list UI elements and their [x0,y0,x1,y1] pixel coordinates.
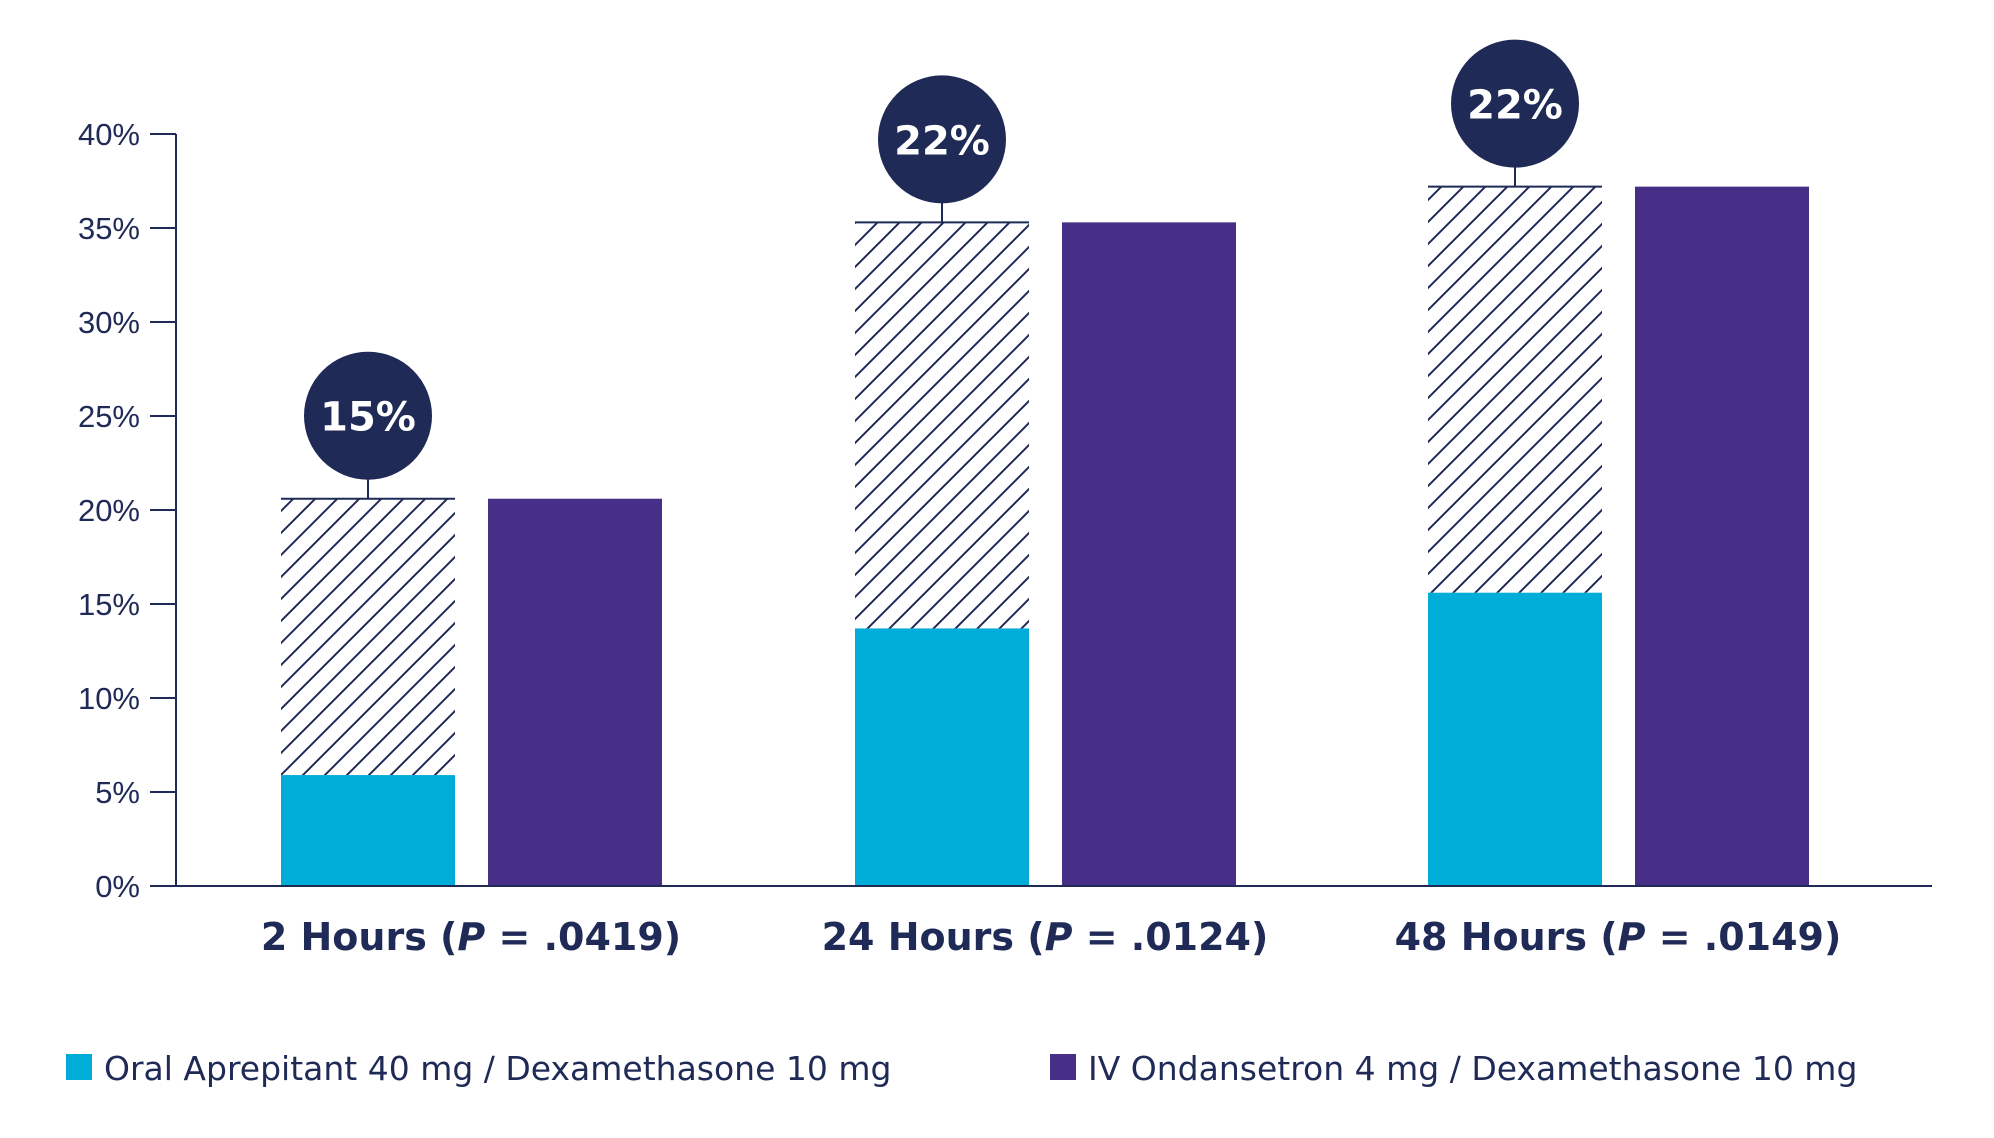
bars: 15% 22% 22% [281,39,1809,887]
bar-iv-ondansetron [488,498,662,886]
difference-label: 22% [894,118,990,164]
x-category-label: 24 Hours (P = .0124) [822,915,1269,959]
legend-label: IV Ondansetron 4 mg / Dexamethasone 10 m… [1088,1049,1857,1088]
bar-iv-ondansetron [1635,186,1809,886]
y-tick-label: 40% [78,117,140,152]
bar-oral-aprepitant [1428,592,1602,886]
bar-iv-ondansetron [1062,222,1236,887]
x-category-label: 2 Hours (P = .0419) [261,915,681,959]
y-tick-label: 5% [95,775,140,810]
difference-bubble [1451,39,1579,168]
difference-bubble [304,351,432,480]
x-axis: 2 Hours (P = .0419) 24 Hours (P = .0124) 4… [176,885,1932,959]
difference-hatch-bar [281,498,455,776]
bar-oral-aprepitant [855,628,1029,886]
difference-hatch-bar [1428,186,1602,593]
difference-label: 15% [320,395,416,441]
difference-hatch-bar [855,222,1029,629]
y-tick-label: 25% [78,399,140,434]
y-tick-label: 10% [78,681,140,716]
legend: Oral Aprepitant 40 mg / Dexamethasone 10… [66,1049,1857,1088]
y-tick-label: 30% [78,305,140,340]
difference-label: 22% [1467,83,1563,129]
legend-swatch [1050,1054,1076,1080]
legend-swatch [66,1054,92,1080]
y-tick-label: 35% [78,211,140,246]
legend-label: Oral Aprepitant 40 mg / Dexamethasone 10… [104,1049,891,1088]
y-tick-label: 20% [78,493,140,528]
difference-bubble [878,75,1006,204]
x-category-label: 48 Hours (P = .0149) [1395,915,1842,959]
bar-oral-aprepitant [281,775,455,886]
y-axis: 0% 5% 10% 15% 20% 25% 30% 35% 40% [78,117,177,904]
y-tick-label: 0% [95,869,140,904]
y-tick-label: 15% [78,587,140,622]
